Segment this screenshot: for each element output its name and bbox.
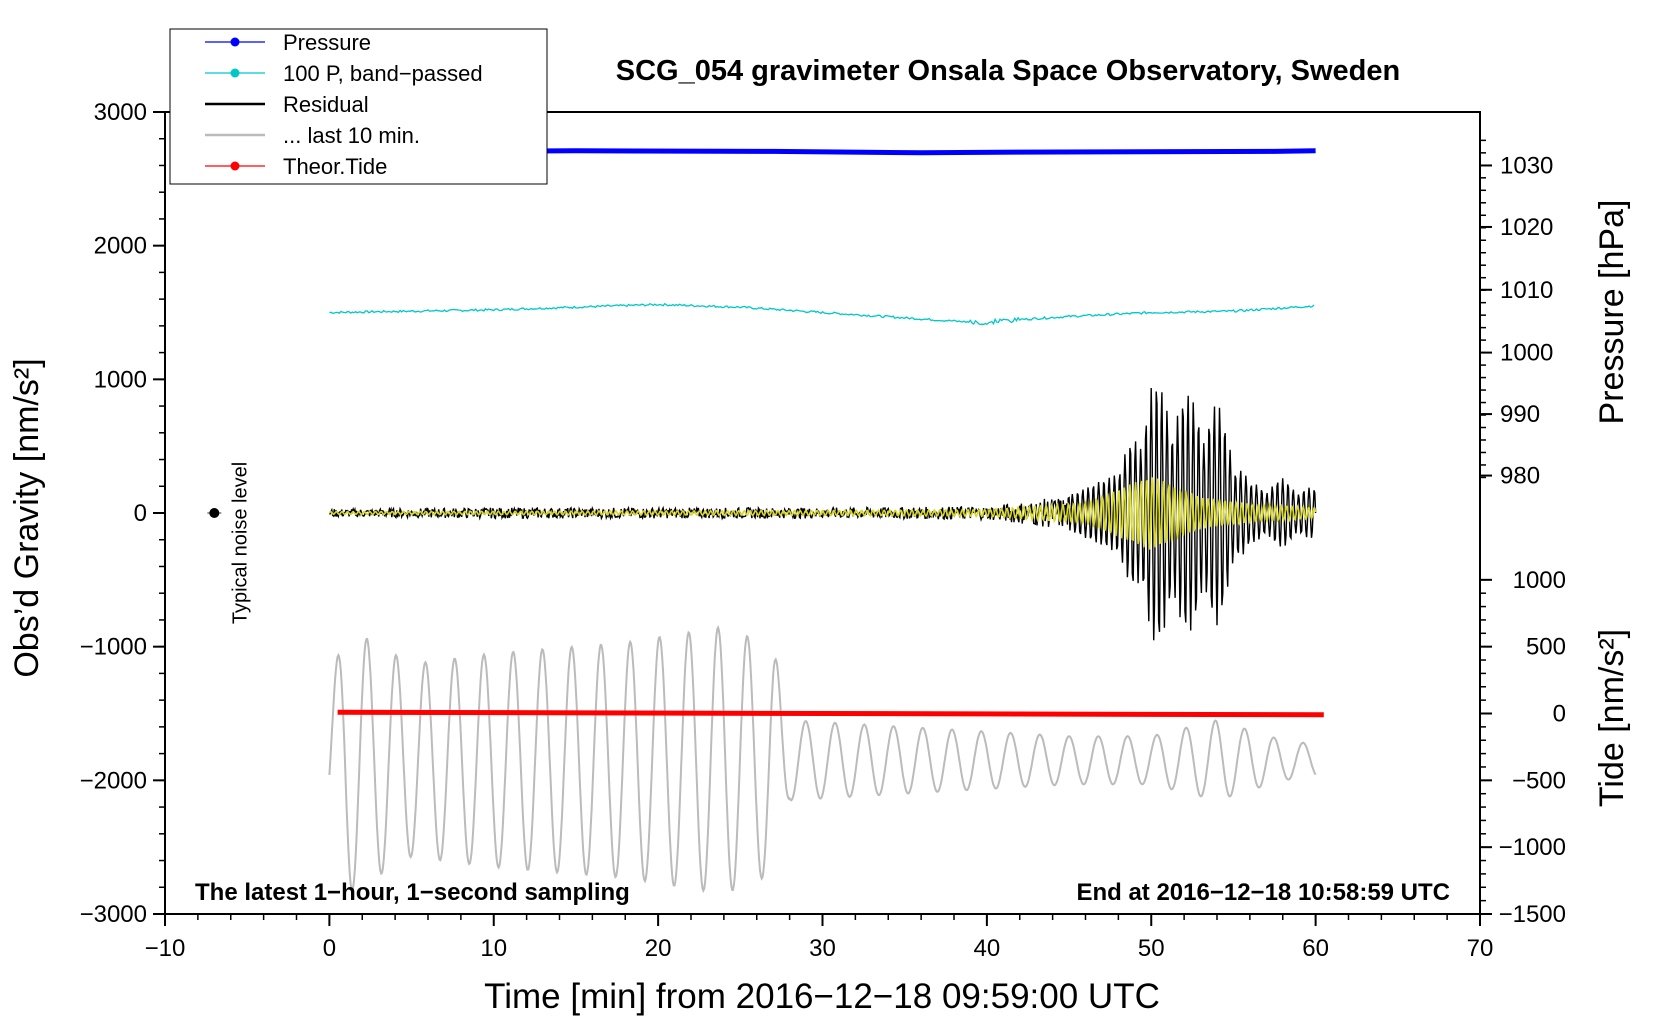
x-axis-label: Time [min] from 2016−12−18 09:59:00 UTC [484, 977, 1160, 1016]
series-pressure-bandpassed [329, 302, 1315, 326]
x-tick-label: 30 [809, 935, 836, 962]
tide-tick-label: −1500 [1499, 901, 1566, 928]
legend: Pressure 100 P, band−passed Residual ... la… [169, 28, 548, 185]
pressure-tick-label: 1020 [1500, 214, 1553, 241]
y-tick-label: 3000 [94, 99, 147, 126]
legend-label: Theor.Tide [283, 154, 387, 179]
tide-tick-label: −500 [1512, 767, 1566, 794]
y-axis-label-pressure: Pressure [hPa] [1593, 200, 1631, 425]
annotation-sampling: The latest 1−hour, 1−second sampling [195, 879, 630, 906]
pressure-tick-label: 1030 [1500, 152, 1553, 179]
tide-tick-label: 0 [1553, 701, 1566, 728]
y-axis-label-tide: Tide [nm/s²] [1593, 629, 1631, 807]
tide-ticks: 1000 500 0 −500 −1000 −1500 [1480, 567, 1566, 928]
y-axis-label-left: Obs’d Gravity [nm/s²] [8, 358, 46, 677]
y-tick-label: −1000 [80, 634, 147, 661]
legend-box [169, 28, 548, 185]
chart-title: SCG_054 gravimeter Onsala Space Observat… [616, 55, 1400, 87]
x-tick-label: 60 [1302, 935, 1329, 962]
pressure-ticks: 1030 1020 1010 1000 990 980 [1480, 139, 1553, 490]
legend-label: 100 P, band−passed [283, 61, 483, 86]
tide-tick-label: 500 [1526, 634, 1566, 661]
y-tick-label: 1000 [94, 366, 147, 393]
pressure-tick-label: 980 [1500, 463, 1540, 490]
series-theor-tide [337, 709, 1324, 718]
y-ticks: 3000 2000 1000 0 −1000 −2000 −3000 [80, 99, 165, 928]
tide-tick-label: −1000 [1499, 834, 1566, 861]
y-tick-label: 2000 [94, 233, 147, 260]
y-tick-label: −2000 [80, 767, 147, 794]
x-tick-label: 70 [1467, 935, 1494, 962]
legend-marker [230, 37, 240, 47]
series-layer [328, 148, 1324, 894]
x-tick-label: 20 [645, 935, 672, 962]
x-tick-label: 50 [1138, 935, 1165, 962]
noise-dot [209, 508, 220, 518]
y-tick-label: 0 [134, 500, 147, 527]
pressure-tick-label: 1010 [1500, 277, 1553, 304]
tide-tick-label: 1000 [1513, 567, 1566, 594]
legend-marker [230, 161, 240, 171]
x-tick-label: −10 [145, 935, 186, 962]
pressure-tick-label: 990 [1500, 401, 1540, 428]
x-tick-label: 10 [480, 935, 507, 962]
noise-marker: Typical noise level [207, 462, 251, 624]
x-ticks: −10 0 10 20 30 40 50 60 70 [145, 914, 1494, 962]
annotation-end-time: End at 2016−12−18 10:58:59 UTC [1076, 879, 1450, 906]
legend-label: Pressure [283, 30, 371, 55]
legend-label: Residual [283, 92, 369, 117]
legend-label: ... last 10 min. [283, 123, 420, 148]
x-tick-label: 40 [974, 935, 1001, 962]
series-last-10-min [328, 625, 1317, 894]
pressure-tick-label: 1000 [1500, 340, 1553, 367]
legend-marker [230, 68, 240, 78]
series-pressure [329, 148, 1316, 156]
y-tick-label: −3000 [80, 901, 147, 928]
noise-label: Typical noise level [229, 462, 251, 624]
series-bandpassed-overlay [328, 477, 1317, 550]
x-tick-label: 0 [323, 935, 336, 962]
